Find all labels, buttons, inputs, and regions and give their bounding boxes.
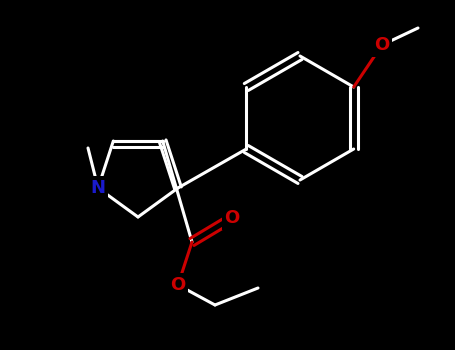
- Text: O: O: [170, 276, 186, 294]
- Text: N: N: [91, 179, 106, 197]
- Text: O: O: [224, 209, 240, 227]
- Text: O: O: [374, 36, 389, 54]
